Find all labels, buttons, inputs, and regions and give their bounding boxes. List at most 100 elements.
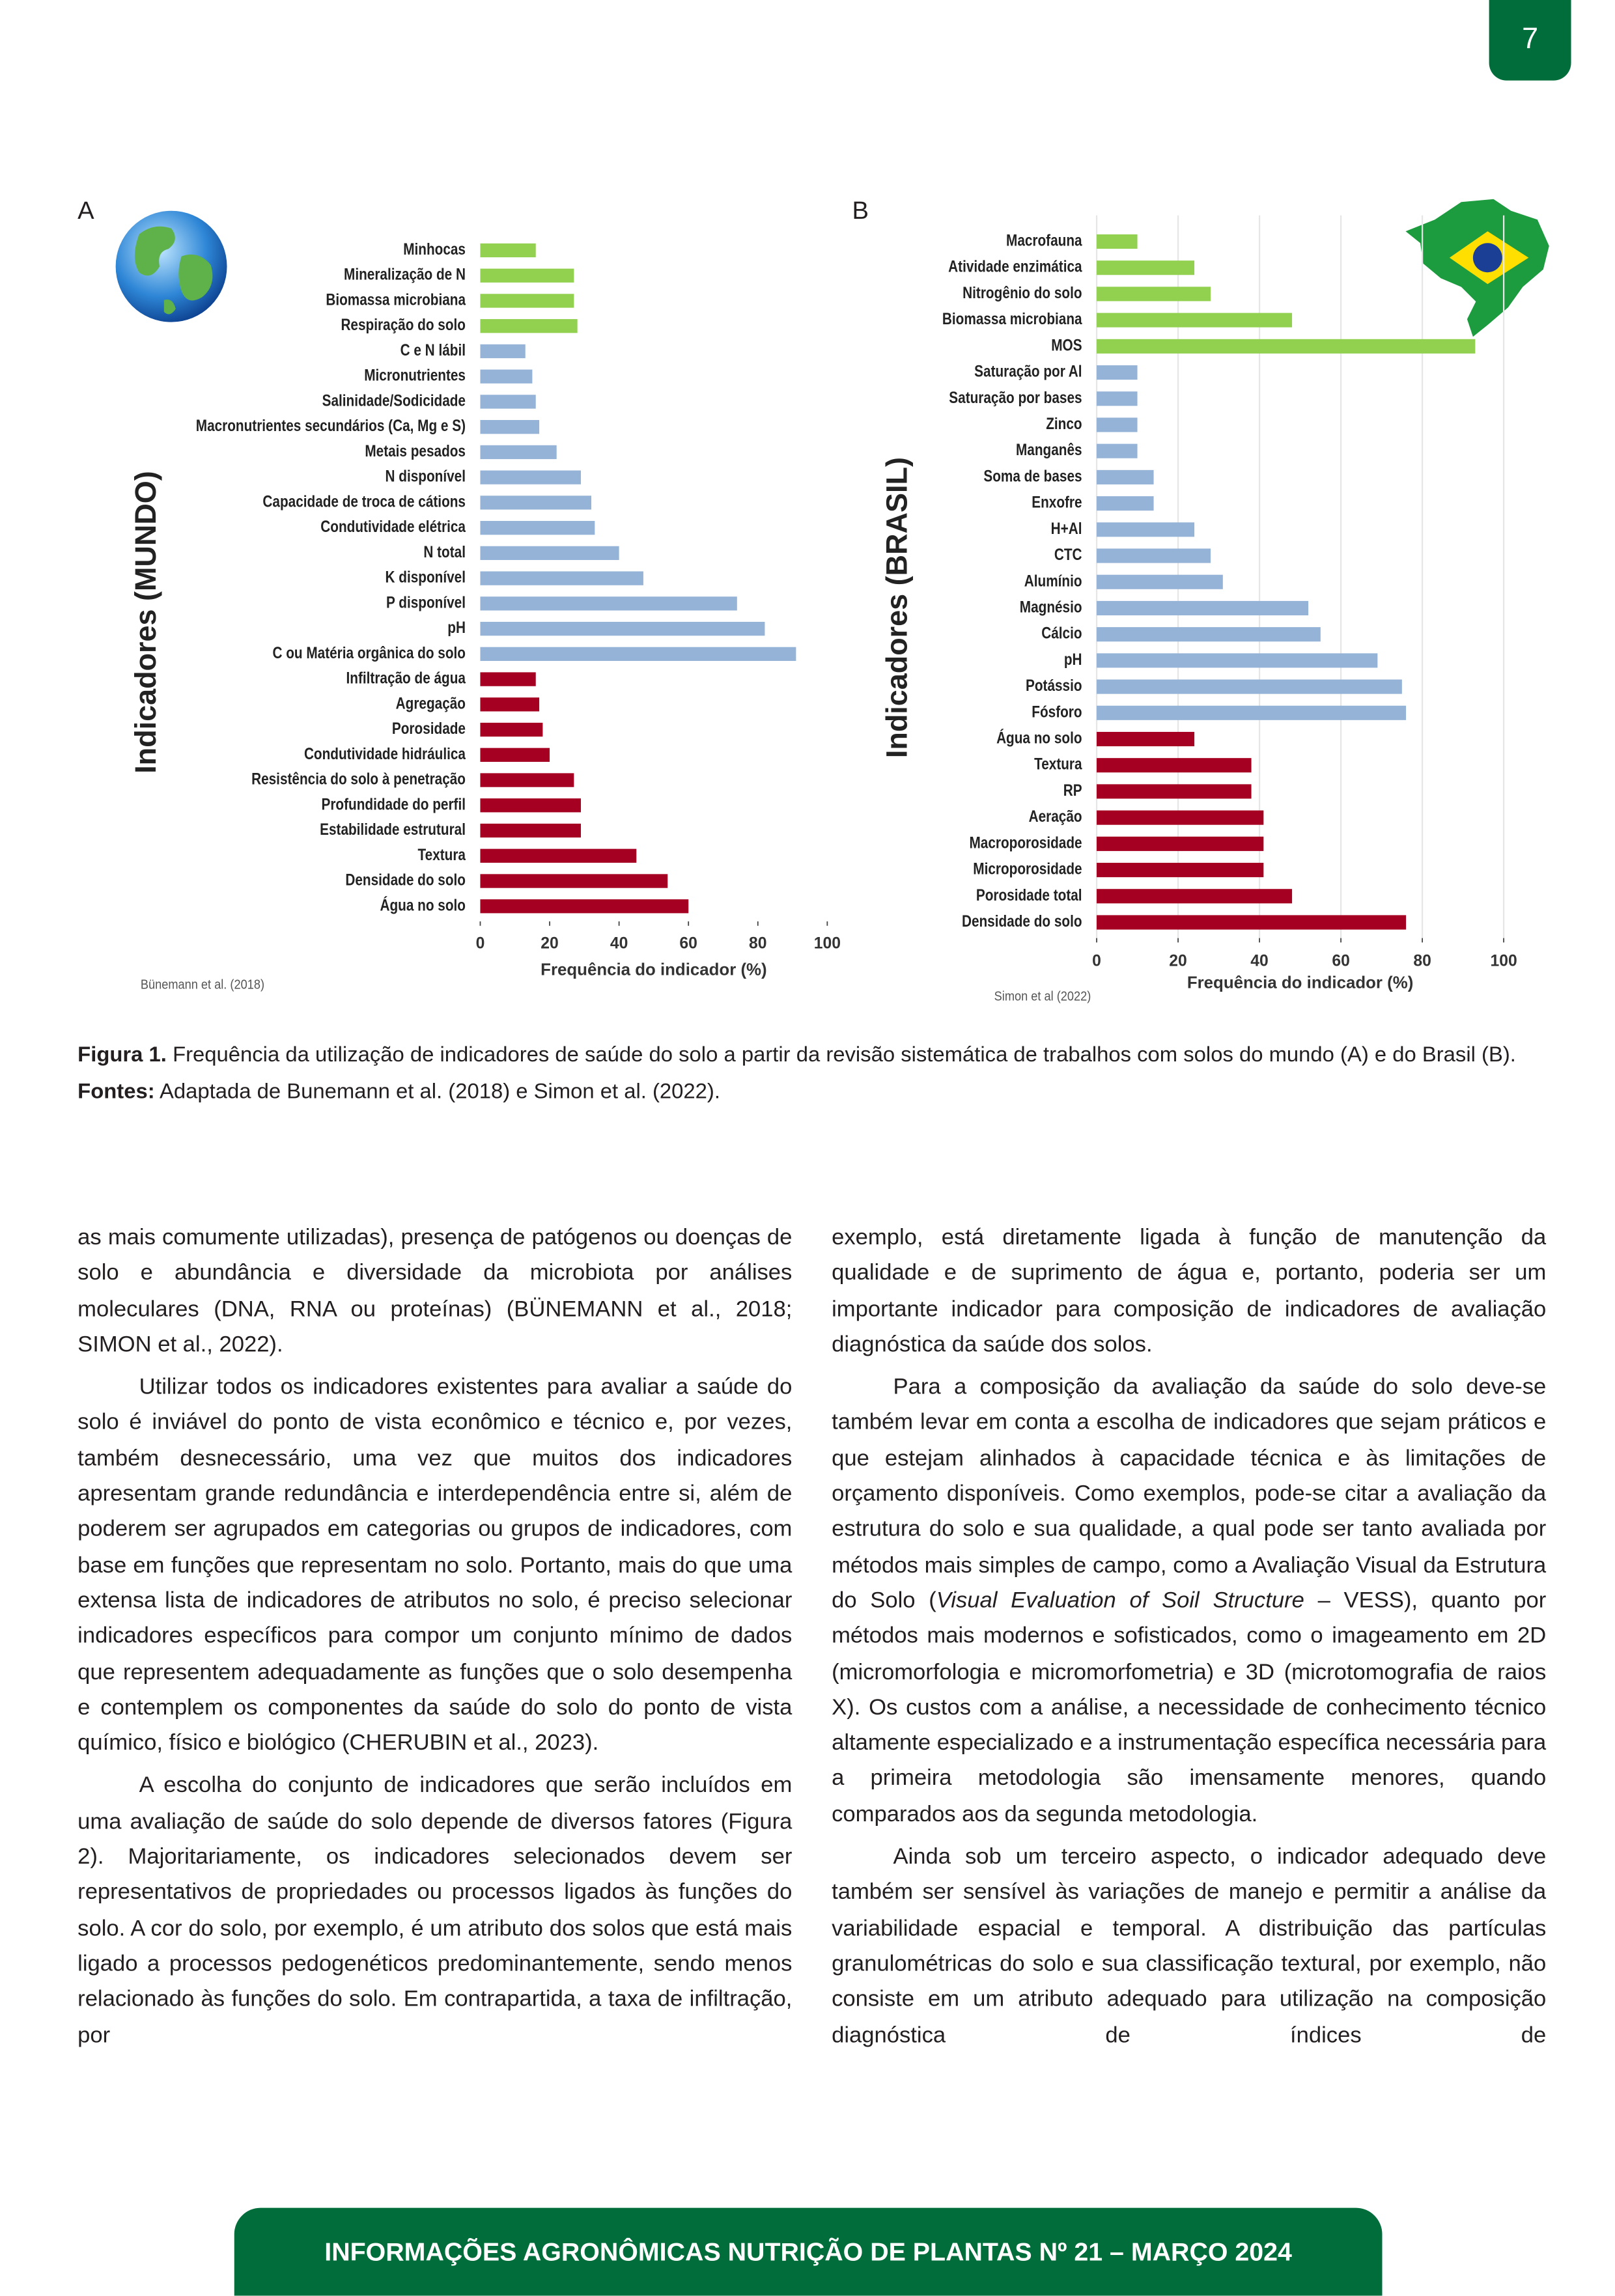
y-tick-label: Densidade do solo (962, 913, 1082, 931)
x-tick-label: 100 (1490, 953, 1517, 970)
bar (480, 294, 574, 308)
text-run: – VESS), quanto por métodos mais moderno… (832, 1588, 1547, 1827)
bar (480, 748, 550, 762)
page-number: 7 (1489, 0, 1571, 81)
y-tick-label: Água no solo (996, 729, 1082, 748)
bar (480, 848, 637, 863)
y-tick-label: Condutividade hidráulica (304, 746, 466, 763)
bar (1097, 287, 1211, 301)
sources-line: Fontes: Adaptada de Bunemann et al. (201… (77, 1074, 1546, 1110)
bar (480, 546, 619, 561)
y-tick-label: Macronutrientes secundários (Ca, Mg e S) (196, 417, 466, 435)
text-run: Para a composição da avaliação da saúde … (832, 1375, 1547, 1614)
globe-icon (115, 210, 227, 322)
bar (1097, 313, 1293, 328)
y-tick-label: Respiração do solo (341, 316, 466, 334)
y-tick-label: pH (447, 619, 466, 637)
bar (480, 823, 582, 838)
y-tick-label: Enxofre (1032, 494, 1082, 512)
footer-bar: INFORMAÇÕES AGRONÔMICAS NUTRIÇÃO DE PLAN… (234, 2207, 1383, 2296)
sources-label: Fontes: (77, 1080, 155, 1104)
bar (480, 268, 574, 283)
x-tick-label: 20 (1169, 953, 1187, 970)
bar (480, 369, 533, 384)
bar (1097, 836, 1264, 851)
panel-label: B (852, 197, 869, 225)
y-tick-label: Soma de bases (983, 468, 1082, 485)
y-tick-label: Profundidade do perfil (322, 796, 466, 813)
y-tick-label: Zinco (1046, 415, 1082, 433)
bar (1097, 260, 1195, 275)
paragraph: exemplo, está diretamente ligada à funçã… (832, 1225, 1547, 1358)
brazil-map-icon (1405, 199, 1549, 337)
bar (480, 722, 543, 737)
figure: A 0 20 40 60 80 100 Minhocas Mineralização de N B… (77, 197, 1549, 1004)
paragraph: Ainda sob um terceiro aspecto, o indicad… (832, 1845, 1547, 2048)
bar (1097, 496, 1154, 511)
x-tick-label: 40 (610, 935, 628, 953)
y-axis-label: Indicadores (BRASIL) (880, 457, 913, 758)
bar (1097, 548, 1211, 563)
y-tick-label: H+Al (1051, 520, 1082, 538)
footer-text: INFORMAÇÕES AGRONÔMICAS NUTRIÇÃO DE PLAN… (324, 2237, 1292, 2267)
y-tick-label: Mineralização de N (344, 266, 466, 284)
x-tick-label: 60 (1332, 953, 1349, 970)
y-tick-label: Condutividade elétrica (320, 518, 466, 536)
y-tick-label: Textura (418, 847, 466, 864)
y-tick-label: Saturação por Al (974, 363, 1082, 381)
bar (480, 445, 557, 460)
y-tick-label: Salinidade/Sodicidade (322, 392, 466, 410)
bar (1097, 705, 1407, 720)
caption-text: Frequência da utilização de indicadores … (173, 1044, 1516, 1068)
y-tick-label: RP (1063, 782, 1082, 800)
y-tick-label: Textura (1034, 756, 1082, 774)
italic-run: Visual Evaluation of Soil Structure (936, 1588, 1304, 1614)
bar (1097, 443, 1138, 458)
y-tick-label: N total (423, 544, 466, 561)
bar (480, 798, 582, 813)
y-tick-label: Agregação (396, 695, 466, 712)
bar (480, 571, 643, 585)
bar (1097, 653, 1378, 668)
y-tick-label: Nitrogênio do solo (962, 285, 1082, 302)
bar (1097, 627, 1321, 642)
y-tick-label: Estabilidade estrutural (320, 821, 466, 839)
source-note: Bünemann et al. (2018) (141, 978, 264, 992)
bar (480, 243, 536, 258)
bar (480, 344, 526, 359)
y-tick-label: Fósforo (1032, 703, 1082, 721)
figure-caption: Figura 1. Frequência da utilização de in… (77, 1038, 1546, 1110)
chart: A 0 20 40 60 80 100 Minhocas Mineralização de N B… (77, 197, 841, 992)
y-tick-label: Micronutrientes (364, 367, 466, 385)
bar (1097, 522, 1195, 537)
bar (480, 520, 595, 535)
paragraph: as mais comumente utilizadas), presença … (77, 1225, 793, 1358)
bar (480, 395, 536, 409)
panel-label: A (77, 197, 94, 225)
source-note: Simon et al (2022) (994, 990, 1091, 1004)
bar (480, 420, 540, 434)
bar (480, 874, 668, 888)
bar (480, 621, 765, 636)
bar (1097, 574, 1223, 589)
x-tick-label: 40 (1250, 953, 1269, 970)
y-tick-label: Macrofauna (1006, 232, 1082, 250)
bar (480, 899, 689, 914)
paragraph: Para a composição da avaliação da saúde … (832, 1371, 1546, 1833)
bar (480, 672, 536, 686)
y-tick-label: Biomassa microbiana (326, 291, 466, 309)
y-tick-label: Potássio (1026, 677, 1082, 695)
x-tick-label: 100 (814, 935, 841, 953)
caption-label: Figura 1. (77, 1044, 167, 1068)
bar (1097, 758, 1252, 773)
bar (1097, 731, 1195, 747)
bar (480, 596, 737, 611)
text-column: exemplo, está diretamente ligada à funçã… (832, 1221, 1546, 2129)
x-tick-label: 80 (1413, 953, 1431, 970)
text-column: as mais comumente utilizadas), presença … (77, 1221, 792, 2129)
sources-text: Adaptada de Bunemann et al. (2018) e Sim… (159, 1080, 720, 1104)
y-tick-label: Densidade do solo (345, 872, 466, 889)
bar (1097, 339, 1476, 354)
y-tick-label: K disponível (386, 569, 466, 587)
